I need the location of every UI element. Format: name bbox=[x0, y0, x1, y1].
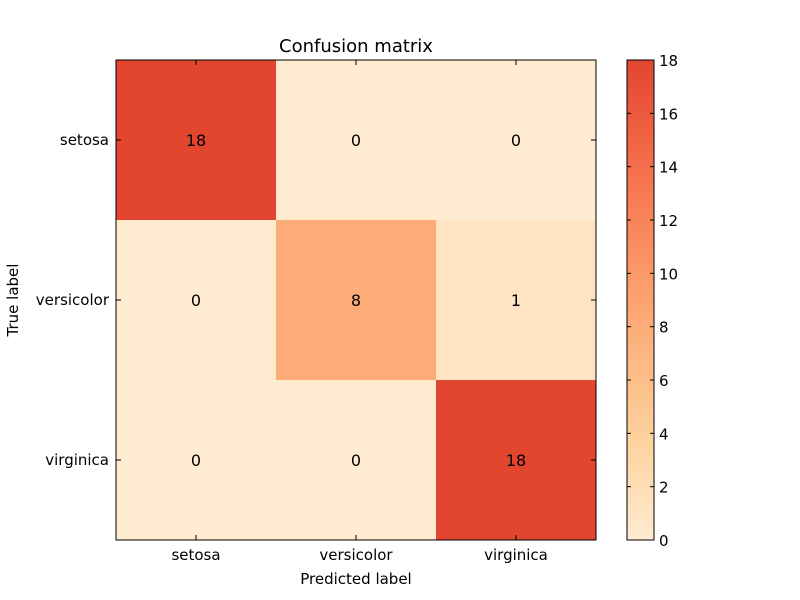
colorbar-tick-label: 6 bbox=[659, 372, 669, 390]
colorbar-tick-label: 12 bbox=[659, 212, 678, 230]
y-tick-label: versicolor bbox=[36, 291, 110, 309]
colorbar-tick-label: 18 bbox=[659, 52, 678, 70]
cell-value-label: 0 bbox=[511, 131, 521, 150]
cell-value-label: 0 bbox=[351, 131, 361, 150]
cell-value-label: 18 bbox=[506, 451, 526, 470]
heatmap-cell bbox=[436, 220, 597, 381]
colorbar-tick-label: 16 bbox=[659, 105, 678, 123]
cell-value-label: 1 bbox=[511, 291, 521, 310]
colorbar-tick-label: 14 bbox=[659, 159, 678, 177]
cell-value-label: 0 bbox=[191, 291, 201, 310]
x-axis-label: Predicted label bbox=[300, 570, 411, 588]
cell-value-label: 0 bbox=[191, 451, 201, 470]
heatmap-cell bbox=[116, 60, 277, 221]
y-axis-label: True label bbox=[4, 264, 22, 338]
plot-frame bbox=[115, 59, 597, 541]
y-tick-label: virginica bbox=[45, 451, 109, 469]
x-tick-label: versicolor bbox=[319, 546, 393, 564]
heatmap-cells bbox=[116, 60, 597, 541]
colorbar-tick-label: 10 bbox=[659, 265, 678, 283]
x-tick-label: setosa bbox=[171, 546, 220, 564]
heatmap-cell bbox=[116, 380, 277, 541]
heatmap-cell bbox=[436, 380, 597, 541]
heatmap-cell bbox=[116, 220, 277, 381]
colorbar-tick-label: 8 bbox=[659, 319, 669, 337]
x-tick-label: virginica bbox=[484, 546, 548, 564]
y-axis-ticks: setosa versicolor virginica bbox=[36, 131, 596, 469]
cell-labels: 18 0 0 0 8 1 0 0 18 bbox=[186, 131, 526, 470]
cell-value-label: 0 bbox=[351, 451, 361, 470]
cell-value-label: 18 bbox=[186, 131, 206, 150]
heatmap-cell bbox=[276, 220, 437, 381]
colorbar-ticks: 0 2 4 6 8 10 12 14 16 18 bbox=[627, 52, 678, 550]
colorbar-tick-label: 0 bbox=[659, 532, 669, 550]
colorbar bbox=[626, 59, 655, 541]
heatmap-cell bbox=[436, 60, 597, 221]
heatmap-cell bbox=[276, 380, 437, 541]
x-axis-ticks: setosa versicolor virginica bbox=[171, 60, 548, 564]
y-tick-label: setosa bbox=[60, 131, 109, 149]
colorbar-tick-label: 4 bbox=[659, 425, 669, 443]
heatmap-cell bbox=[276, 60, 437, 221]
cell-value-label: 8 bbox=[351, 291, 361, 310]
chart-title: Confusion matrix bbox=[279, 36, 433, 57]
colorbar-tick-label: 2 bbox=[659, 479, 669, 497]
